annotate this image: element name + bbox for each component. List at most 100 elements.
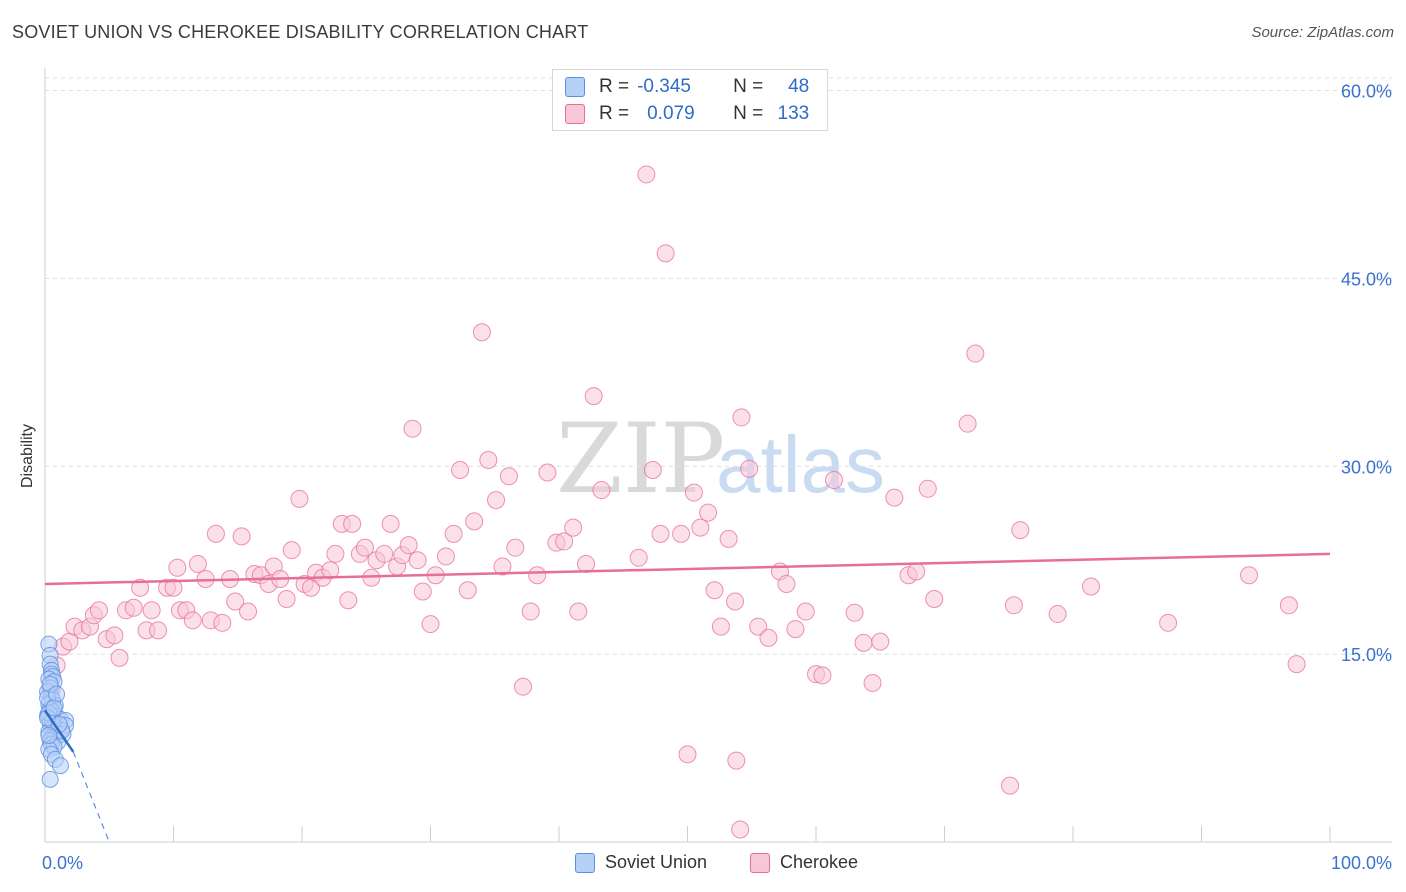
cherokee-point: [282, 541, 301, 560]
legend-r-value: 0.079: [647, 103, 695, 124]
cherokee-point: [699, 503, 718, 522]
cherokee-point: [576, 554, 595, 573]
cherokee-point: [569, 602, 588, 621]
cherokee-point: [925, 590, 944, 609]
soviet-union-point: [41, 770, 59, 788]
x-tick-label: 0.0%: [42, 853, 83, 873]
cherokee-point: [487, 491, 506, 510]
cherokee-point: [885, 488, 904, 507]
cherokee-point: [863, 673, 882, 692]
cherokee-point: [678, 745, 697, 764]
cherokee-point: [514, 677, 533, 696]
cherokee-point: [727, 751, 746, 770]
y-tick-label: 45.0%: [1341, 269, 1392, 289]
cherokee-point: [1004, 596, 1023, 615]
cherokee-point: [343, 514, 362, 533]
cherokee-point: [105, 626, 124, 645]
cherokee-point: [719, 529, 738, 548]
watermark: ZIP atlas: [556, 403, 885, 515]
soviet-union-trend-extension: [72, 751, 110, 843]
cherokee-point: [413, 582, 432, 601]
cherokee-point: [584, 387, 603, 406]
cherokee-point: [472, 323, 491, 342]
cherokee-point: [845, 603, 864, 622]
soviet-union-point: [51, 757, 69, 775]
cherokee-point: [564, 518, 583, 537]
legend-row-cherokee: R = 0.079 N = 133: [565, 101, 809, 127]
legend-n-value: 48: [788, 76, 810, 97]
cherokee-point: [499, 467, 518, 486]
cherokee-point: [637, 165, 656, 184]
cherokee-point: [124, 598, 143, 617]
chart-title: SOVIET UNION VS CHEROKEE DISABILITY CORR…: [12, 22, 589, 42]
legend-item-soviet-union[interactable]: Soviet Union: [575, 852, 707, 873]
legend-n-label: N =: [733, 103, 764, 124]
legend-n-label: N =: [733, 76, 764, 97]
x-tick-label: 100.0%: [1331, 853, 1392, 873]
cherokee-point: [436, 547, 455, 566]
cherokee-point: [1011, 521, 1030, 540]
cherokee-point: [1048, 605, 1067, 624]
cherokee-point: [168, 558, 187, 577]
cherokee-point: [375, 544, 394, 563]
cherokee-point: [740, 459, 759, 478]
cherokee-point: [918, 479, 937, 498]
trend-lines: [43, 552, 1331, 843]
cherokee-point: [408, 551, 427, 570]
cherokee-point: [381, 514, 400, 533]
cherokee-point: [458, 581, 477, 600]
cherokee-point: [493, 557, 512, 576]
cherokee-point: [232, 527, 251, 546]
y-tick-label: 60.0%: [1341, 82, 1392, 102]
cherokee-point: [672, 524, 691, 543]
cherokee-point: [786, 620, 805, 639]
cherokee-point: [164, 578, 183, 597]
cherokee-point: [966, 344, 985, 363]
cherokee-point: [131, 578, 150, 597]
cherokee-point: [1279, 596, 1298, 615]
soviet-union-swatch: [575, 852, 595, 873]
cherokee-point: [958, 414, 977, 433]
x-tick-labels: 0.0% 100.0%: [42, 853, 1392, 873]
cherokee-point: [239, 602, 258, 621]
cherokee-point: [796, 602, 815, 621]
cherokee-point: [444, 524, 463, 543]
legend-r-label: R =: [599, 76, 630, 97]
soviet-union-swatch: [565, 77, 585, 97]
cherokee-point: [759, 628, 778, 647]
cherokee-point: [824, 471, 843, 490]
cherokee-point: [399, 536, 418, 555]
y-tick-label: 15.0%: [1341, 645, 1392, 665]
cherokee-point: [592, 481, 611, 500]
cherokee-point: [854, 633, 873, 652]
cherokee-point: [326, 544, 345, 563]
cherokee-point: [651, 524, 670, 543]
legend-r-label: R =: [599, 103, 630, 124]
cherokee-point: [89, 601, 108, 620]
legend-label-cherokee: Cherokee: [780, 852, 859, 872]
cherokee-point: [871, 632, 890, 651]
cherokee-swatch: [750, 852, 770, 873]
cherokee-point: [339, 591, 358, 610]
y-tick-labels: 15.0% 30.0% 45.0% 60.0%: [1341, 82, 1392, 666]
cherokee-point: [1081, 577, 1100, 596]
legend-row-soviet-union: R = -0.345 N = 48: [565, 74, 809, 100]
cherokee-point: [465, 512, 484, 531]
cherokee-point: [1287, 655, 1306, 674]
source-note: Source: ZipAtlas.com: [1251, 24, 1394, 41]
correlation-legend: R = -0.345 N = 48 R = 0.079 N = 133: [552, 69, 828, 131]
cherokee-point: [1001, 776, 1020, 795]
cherokee-point: [506, 538, 525, 557]
cherokee-trend-line: [44, 552, 1331, 586]
cherokee-point: [777, 574, 796, 593]
cherokee-point: [528, 566, 547, 585]
cherokee-point: [213, 613, 232, 632]
cherokee-point: [705, 581, 724, 600]
cherokee-point: [1159, 613, 1178, 632]
legend-item-cherokee[interactable]: Cherokee: [750, 852, 858, 873]
cherokee-swatch: [565, 104, 585, 124]
cherokee-point: [403, 419, 422, 438]
legend-r-value: -0.345: [637, 76, 691, 97]
cherokee-point: [538, 463, 557, 482]
